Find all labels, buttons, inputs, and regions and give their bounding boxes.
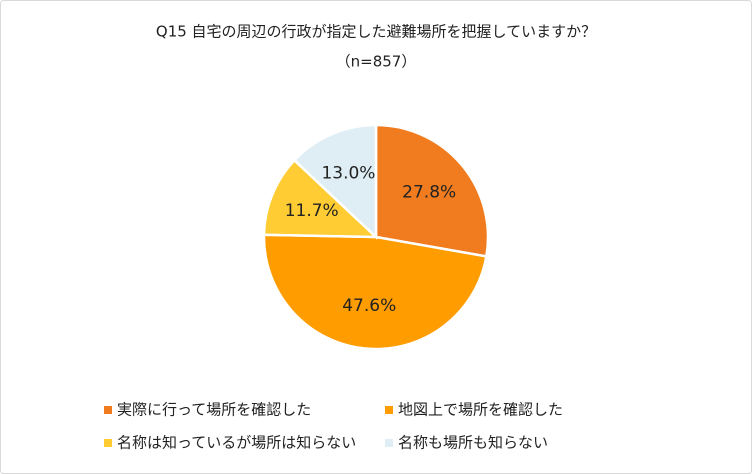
pie-slice (262, 233, 488, 351)
legend-label: 名称は知っているが場所は知らない (117, 434, 356, 452)
data-label: 47.6% (342, 296, 396, 316)
chart-title: Q15 自宅の周辺の行政が指定した避難場所を把握していますか？ (156, 23, 596, 41)
legend-label: 地図上で場所を確認した (398, 401, 563, 419)
pie-slice (374, 123, 490, 258)
legend-label: 名称も場所も知らない (398, 434, 548, 452)
legend-swatch (104, 406, 112, 414)
legend-swatch (104, 439, 112, 447)
chart-subtitle: （n=857） (336, 53, 417, 71)
legend-label: 実際に行って場所を確認した (117, 401, 311, 419)
pie-slice (292, 123, 378, 240)
data-label: 27.8% (402, 182, 456, 202)
legend-swatch (385, 406, 393, 414)
data-label: 11.7% (285, 201, 339, 221)
legend-swatch (385, 439, 393, 447)
pie-slice (262, 158, 380, 239)
data-label: 13.0% (321, 163, 375, 183)
